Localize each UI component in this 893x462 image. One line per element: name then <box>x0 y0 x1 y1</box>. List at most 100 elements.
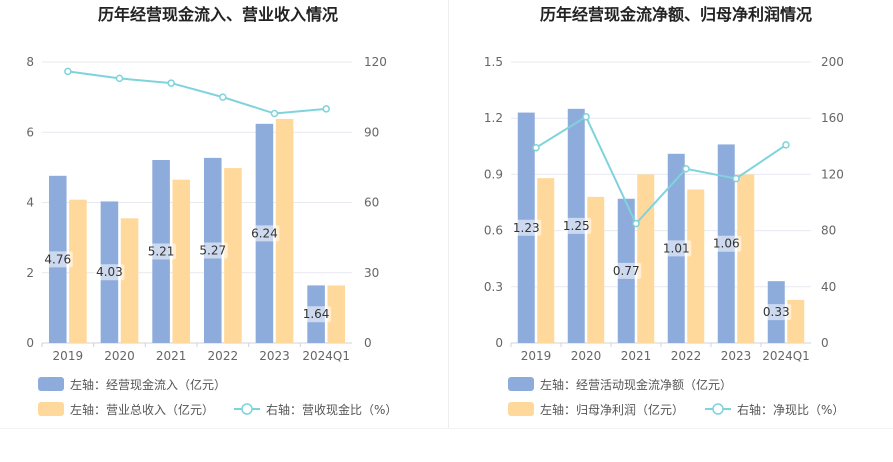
data-label: 4.76 <box>44 252 71 266</box>
data-label-bg <box>511 219 542 236</box>
line-series <box>67 70 327 115</box>
legend-swatch-bar-2 <box>508 402 534 416</box>
left-axis-tick: 0.6 <box>484 224 503 238</box>
x-axis-label: 2023 <box>721 349 752 363</box>
x-axis-label: 2022 <box>671 349 702 363</box>
line-point <box>582 113 590 121</box>
legend-label: 左轴：经营现金流入（亿元） <box>70 377 226 392</box>
x-axis-label: 2024Q1 <box>762 349 810 363</box>
data-label: 0.77 <box>613 264 640 278</box>
chart-title: 历年经营现金流净额、归母净利润情况 <box>540 5 812 24</box>
x-axis-label: 2020 <box>104 349 135 363</box>
right-axis-tick: 200 <box>821 55 844 69</box>
line-point <box>732 174 740 183</box>
bar-series-2 <box>687 189 705 343</box>
bar-series-2 <box>637 174 655 343</box>
line-point <box>632 219 640 228</box>
bottom-divider <box>0 428 893 429</box>
left-axis-tick: 0.3 <box>484 280 503 294</box>
left-axis-tick: 6 <box>26 125 34 139</box>
line-series <box>535 115 787 226</box>
legend-swatch-bar-2 <box>38 402 64 416</box>
x-axis-label: 2019 <box>53 349 84 363</box>
right-axis-tick: 30 <box>364 266 379 280</box>
right-axis-tick: 90 <box>364 125 379 139</box>
legend-swatch-line-marker <box>241 403 253 415</box>
line-point <box>270 109 279 118</box>
left-axis-tick: 2 <box>26 266 34 280</box>
line-point <box>167 79 175 87</box>
right-axis-tick: 60 <box>364 196 379 210</box>
bar-series-2 <box>537 178 555 343</box>
x-axis-label: 2023 <box>259 349 290 363</box>
bar-series-2 <box>787 299 805 343</box>
bar-series-2 <box>587 196 605 343</box>
x-axis-label: 2024Q1 <box>302 349 350 363</box>
left-axis-tick: 4 <box>26 196 34 210</box>
line-point <box>782 141 790 149</box>
line-point <box>682 165 690 173</box>
data-label: 4.03 <box>96 265 123 279</box>
x-axis-label: 2021 <box>621 349 652 363</box>
legend-label: 左轴：经营活动现金流净额（亿元） <box>540 377 732 392</box>
line-point <box>219 93 227 101</box>
data-label-bg <box>146 243 177 260</box>
left-axis-tick: 1.2 <box>484 111 503 125</box>
left-axis-tick: 0 <box>26 336 34 350</box>
legend-label: 右轴：净现比（%） <box>737 402 844 417</box>
chart-title: 历年经营现金流入、营业收入情况 <box>98 5 338 24</box>
data-label: 0.33 <box>763 305 790 319</box>
line-point <box>115 74 124 83</box>
data-label-bg <box>197 242 228 259</box>
legend-swatch-line-marker <box>712 403 724 415</box>
bar-series-2 <box>69 199 87 343</box>
bar-series-2 <box>275 118 294 343</box>
data-label-bg <box>711 235 742 252</box>
left-axis-tick: 0.9 <box>484 167 503 181</box>
data-label-bg <box>561 217 592 234</box>
bar-series-2 <box>327 285 346 343</box>
right-axis-tick: 40 <box>821 280 836 294</box>
legend-swatch-bar-1 <box>38 377 64 391</box>
data-label-bg <box>661 240 692 257</box>
x-axis-label: 2022 <box>208 349 239 363</box>
x-axis-label: 2019 <box>521 349 552 363</box>
data-label-bg <box>42 251 73 268</box>
data-label: 1.23 <box>513 221 540 235</box>
data-label: 1.64 <box>303 307 330 321</box>
bar-series-2 <box>172 179 191 343</box>
left-axis-tick: 8 <box>26 55 34 69</box>
x-axis-label: 2020 <box>571 349 602 363</box>
right-axis-tick: 0 <box>364 336 372 350</box>
data-label: 5.27 <box>199 243 226 257</box>
panel-divider <box>448 0 449 428</box>
bar-series-2 <box>737 174 755 343</box>
right-axis-tick: 160 <box>821 111 844 125</box>
data-label: 6.24 <box>251 226 278 240</box>
bar-series-2 <box>224 168 242 343</box>
legend-label: 左轴：营业总收入（亿元） <box>70 402 214 417</box>
bar-series-2 <box>120 218 139 343</box>
line-point <box>64 67 72 76</box>
data-label-bg <box>301 306 332 323</box>
right-axis-tick: 0 <box>821 336 829 350</box>
left-axis-tick: 0 <box>495 336 503 350</box>
data-label-bg <box>611 262 642 279</box>
data-label-bg <box>249 225 280 242</box>
data-label-bg <box>761 304 792 321</box>
data-label-bg <box>94 264 125 281</box>
right-axis-tick: 80 <box>821 224 836 238</box>
right-axis-tick: 120 <box>821 167 844 181</box>
line-point <box>532 143 540 152</box>
legend-label: 左轴：归母净利润（亿元） <box>540 402 684 417</box>
left-axis-tick: 1.5 <box>484 55 503 69</box>
data-label: 5.21 <box>148 244 175 258</box>
x-axis-label: 2021 <box>156 349 187 363</box>
data-label: 1.25 <box>563 219 590 233</box>
line-point <box>322 105 330 113</box>
legend-label: 右轴：营收现金比（%） <box>266 402 397 417</box>
data-label: 1.06 <box>713 237 740 251</box>
right-axis-tick: 120 <box>364 55 387 69</box>
